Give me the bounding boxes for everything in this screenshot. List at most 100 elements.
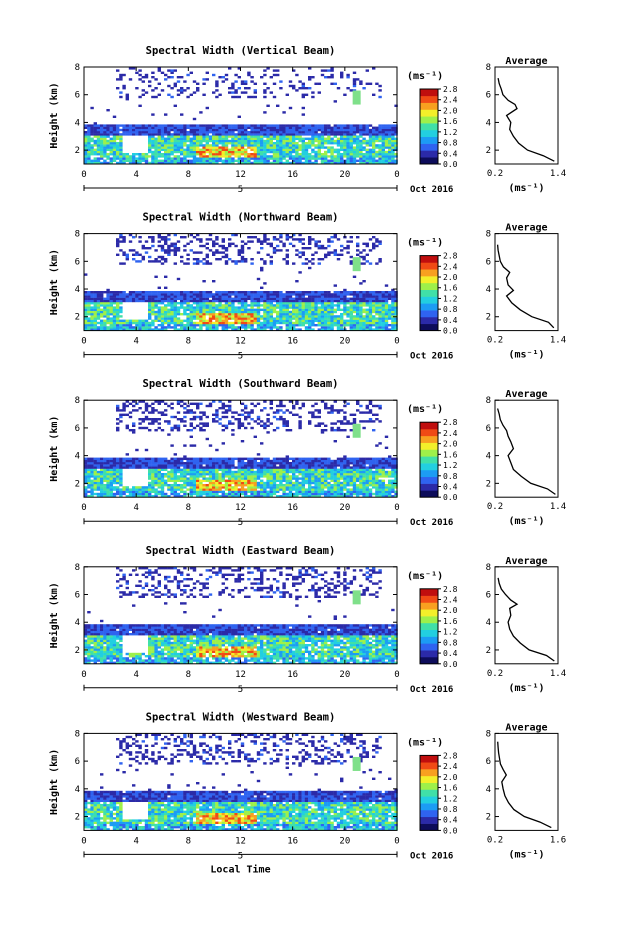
y-tick-label: 2 <box>75 479 80 489</box>
profile-frame <box>494 732 559 831</box>
colorbar-tick-label: 2.4 <box>443 96 458 105</box>
colorbar-tick-label: 1.2 <box>443 628 458 637</box>
colorbar-tick-label: 2.0 <box>443 773 458 782</box>
profile-x-tick-label: 0.2 <box>487 835 503 845</box>
colorbar-swatch <box>420 150 438 158</box>
colorbar-swatch <box>420 456 438 464</box>
colorbar-swatch <box>420 157 438 165</box>
colorbar-swatch <box>420 463 438 471</box>
colorbar: 0.00.40.81.21.62.02.42.8 <box>419 418 458 502</box>
colorbar-swatch <box>420 95 438 103</box>
x-tick-label: 0 <box>394 170 399 180</box>
colorbar-swatch <box>420 469 438 478</box>
colorbar-swatch <box>420 89 438 97</box>
day-label: 5 <box>238 851 243 861</box>
x-tick-label: 16 <box>287 503 298 513</box>
colorbar-tick-label: 2.8 <box>443 418 458 427</box>
y-tick-label: 2 <box>75 313 80 323</box>
colorbar-tick-label: 1.2 <box>443 461 458 470</box>
x-tick-label: 0 <box>81 170 86 180</box>
colorbar: 0.00.40.81.21.62.02.42.8 <box>419 252 458 336</box>
profile-title: Average <box>505 389 547 400</box>
colorbar-swatch <box>420 136 438 144</box>
profile-title: Average <box>505 56 547 67</box>
profile-y-tick-label: 8 <box>486 729 491 739</box>
x-tick-label: 12 <box>235 503 246 513</box>
colorbar-swatch <box>420 782 438 790</box>
day-label: 5 <box>238 518 243 528</box>
colorbar-tick-label: 1.2 <box>443 794 458 803</box>
panel-3: Spectral Width (Southward Beam) 2 4 6 8 Heigh… <box>48 378 566 528</box>
x-tick-label: 20 <box>339 836 350 846</box>
profile-x-tick-label: 1.4 <box>550 336 566 346</box>
colorbar-frame <box>419 754 439 831</box>
date-label: Oct 2016 <box>410 685 453 695</box>
profile-x-tick-label: 1.4 <box>550 169 566 179</box>
colorbar: 0.00.40.81.21.62.02.42.8 <box>419 585 458 669</box>
colorbar-frame <box>419 88 439 165</box>
heatmap-cells <box>84 567 398 664</box>
profile-frame <box>494 233 559 332</box>
colorbar-swatch <box>420 602 438 610</box>
x-tick-label: 20 <box>339 670 350 680</box>
y-axis-label: Height (km) <box>48 416 60 482</box>
x-tick-label: 0 <box>81 503 86 513</box>
y-tick-label: 6 <box>75 591 80 601</box>
profile-panel: Average 2 4 6 8 0.2 1.4 (ms⁻¹) <box>486 56 567 194</box>
colorbar-swatch <box>420 775 438 783</box>
profile-y-tick-label: 6 <box>486 591 491 601</box>
panel-2: Spectral Width (Northward Beam) 2 4 6 8 Heigh… <box>48 212 566 362</box>
colorbar-tick-label: 0.8 <box>443 305 458 314</box>
profile-frame <box>494 566 559 665</box>
panel-5: Spectral Width (Westward Beam) 2 4 6 8 Height… <box>48 711 566 875</box>
heatmap-cells <box>84 233 398 331</box>
profile-panel: Average 2 4 6 8 0.2 1.4 (ms⁻¹) <box>486 223 567 361</box>
colorbar-swatch <box>420 296 438 304</box>
colorbar-swatch <box>420 303 438 311</box>
profile-x-tick-label: 0.2 <box>487 669 503 679</box>
colorbar-tick-label: 1.2 <box>443 294 458 303</box>
y-tick-label: 2 <box>75 146 80 156</box>
echo-patch <box>352 423 361 438</box>
colorbar-tick-label: 0.0 <box>443 327 458 336</box>
profile-frame <box>494 399 559 498</box>
colorbar-frame <box>419 421 439 498</box>
colorbar-tick-label: 2.4 <box>443 429 458 438</box>
colorbar-tick-label: 2.0 <box>443 273 458 282</box>
date-label: Oct 2016 <box>410 851 453 861</box>
colorbar-swatch <box>420 629 438 637</box>
colorbar-tick-label: 2.0 <box>443 606 458 615</box>
panel-title: Spectral Width (Northward Beam) <box>143 212 339 224</box>
echo-patch <box>352 90 361 105</box>
colorbar-label: (ms⁻¹) <box>407 404 443 415</box>
y-tick-label: 8 <box>75 396 80 406</box>
x-axis-label: Local Time <box>210 863 270 875</box>
panel-title: Spectral Width (Westward Beam) <box>146 711 336 723</box>
colorbar-swatch <box>420 449 438 457</box>
y-axis-label: Height (km) <box>48 749 60 815</box>
x-tick-label: 4 <box>133 503 138 513</box>
colorbar-swatch <box>420 789 438 797</box>
profile-line <box>497 77 555 162</box>
y-tick-label: 4 <box>75 785 80 795</box>
x-tick-label: 20 <box>339 337 350 347</box>
x-tick-label: 16 <box>287 337 298 347</box>
y-tick-label: 2 <box>75 646 80 656</box>
profile-panel: Average 2 4 6 8 0.2 1.6 (ms⁻¹) <box>486 722 567 860</box>
y-tick-label: 2 <box>75 813 80 823</box>
colorbar-swatch <box>420 316 438 325</box>
colorbar-frame <box>419 588 439 665</box>
profile-y-tick-label: 8 <box>486 563 491 573</box>
x-tick-label: 8 <box>186 670 191 680</box>
profile-x-label: (ms⁻¹) <box>508 183 544 194</box>
colorbar-swatch <box>420 636 438 644</box>
profile-y-tick-label: 2 <box>486 813 491 823</box>
x-tick-label: 0 <box>394 836 399 846</box>
colorbar-swatch <box>420 435 438 443</box>
profile-line <box>497 577 555 662</box>
day-label: 5 <box>238 185 243 195</box>
y-axis-label: Height (km) <box>48 249 60 315</box>
heatmap-cells <box>84 67 398 165</box>
colorbar-swatch <box>420 442 438 450</box>
colorbar-label: (ms⁻¹) <box>407 737 443 748</box>
